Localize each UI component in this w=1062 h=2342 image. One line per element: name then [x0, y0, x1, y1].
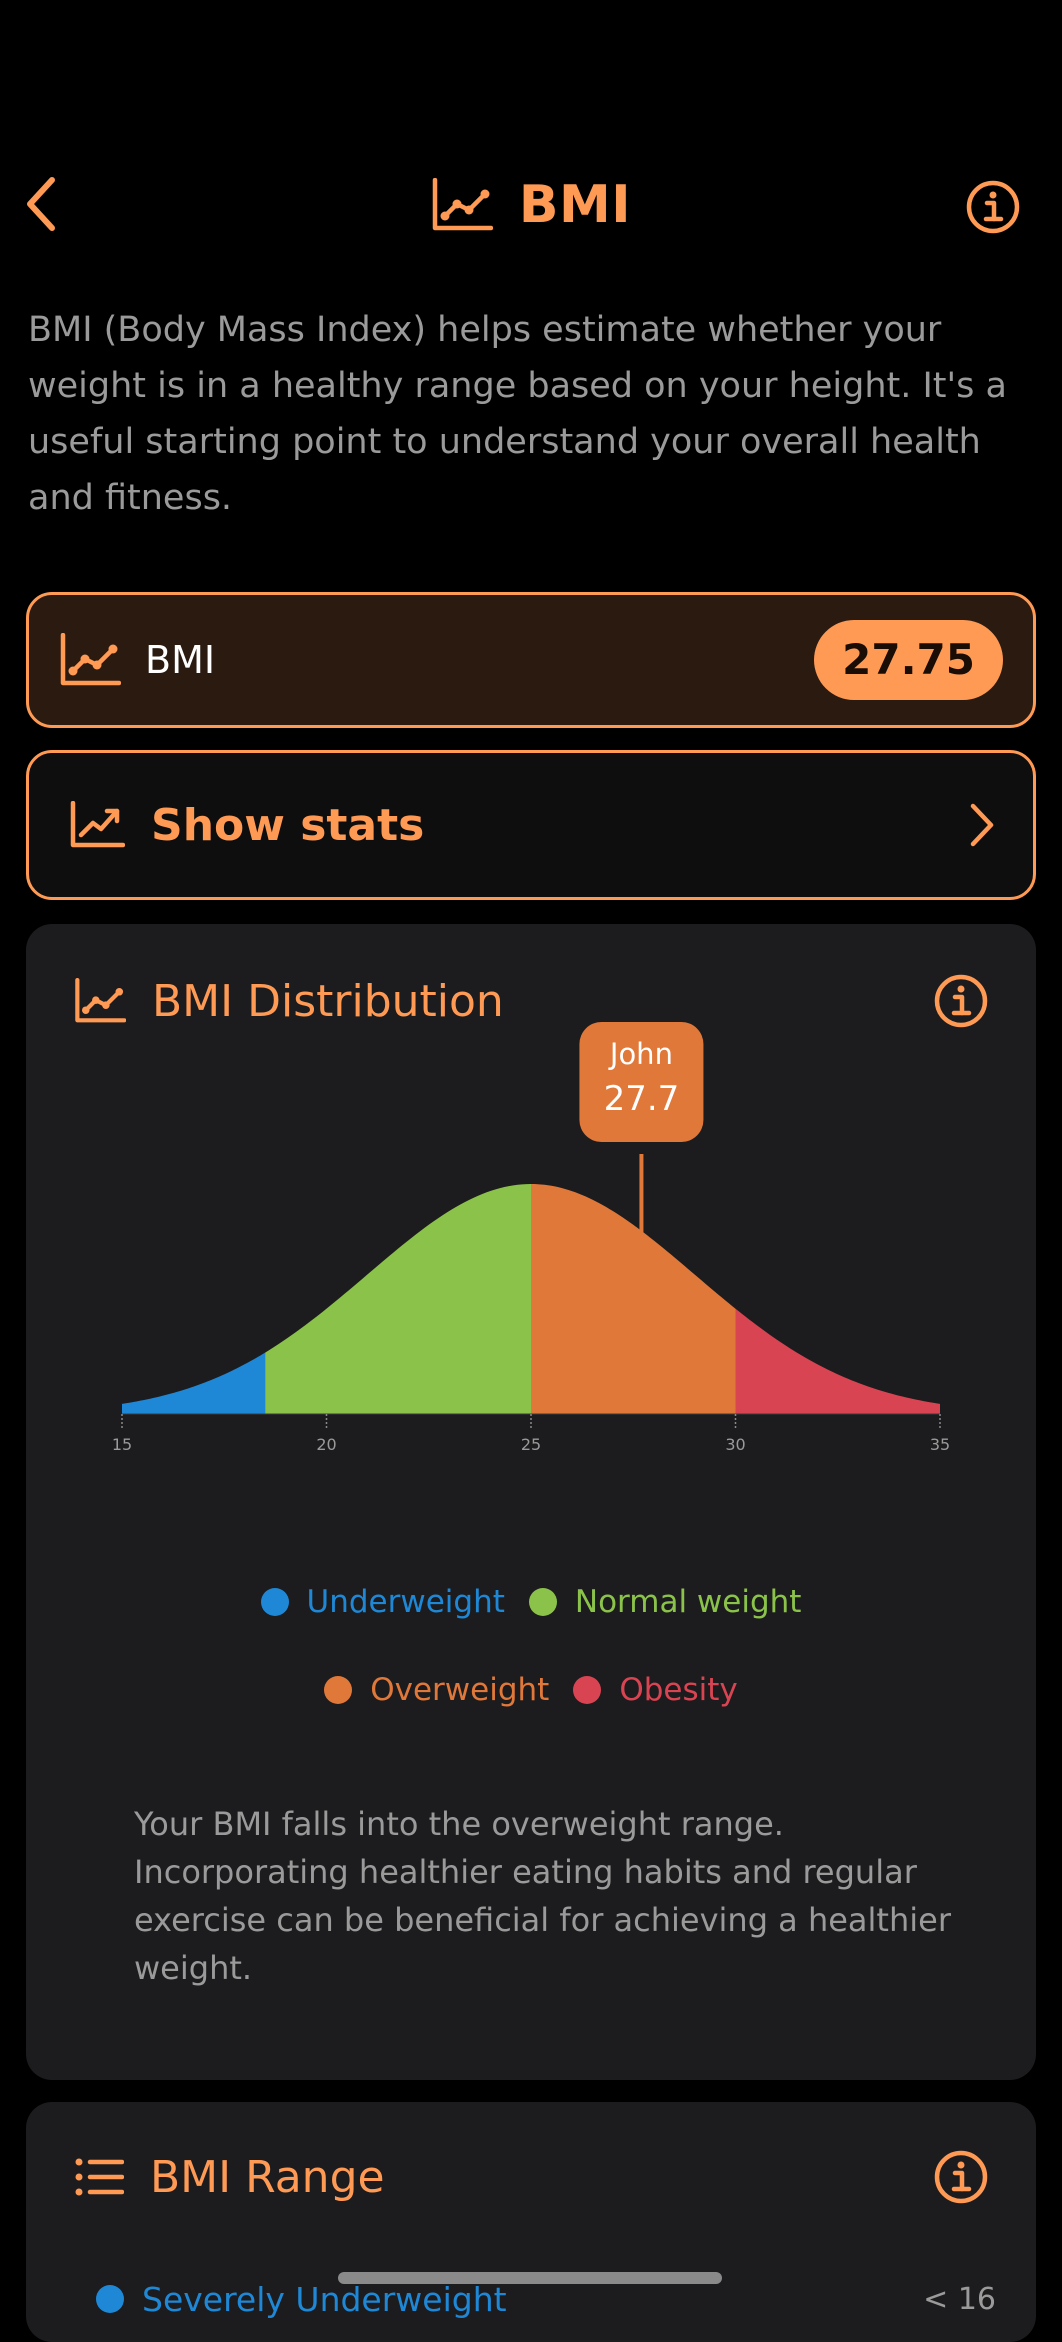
marker-name: John [608, 1037, 673, 1071]
info-button[interactable] [958, 172, 1028, 242]
home-indicator[interactable] [338, 2272, 722, 2284]
bmi-result-card: BMI 27.75 [26, 592, 1036, 728]
legend-label: Underweight [306, 1584, 505, 1620]
header: BMI [0, 165, 1062, 245]
legend-dot [528, 1588, 557, 1616]
info-icon [934, 974, 988, 1028]
bmi-range-panel: BMI Range Severely Underweight < 16 [26, 2102, 1036, 2342]
chevron-left-icon [27, 177, 55, 231]
range-header: BMI Range [74, 2142, 385, 2212]
bmi-value-badge: 27.75 [814, 620, 1003, 700]
line-chart-icon [60, 633, 121, 686]
range-label: Severely Underweight [142, 2279, 507, 2319]
x-tick-label: 20 [316, 1435, 336, 1454]
distribution-info-button[interactable] [926, 966, 996, 1036]
x-tick-label: 30 [725, 1435, 745, 1454]
bmi-advice-text: Your BMI falls into the overweight range… [134, 1805, 951, 1987]
bmi-distribution-chart: 15 20 25 30 35 John 27.7 [112, 1022, 950, 1454]
line-chart-icon [75, 978, 126, 1023]
marker-value: 27.7 [604, 1079, 680, 1119]
legend-label: Normal weight [574, 1584, 802, 1620]
info-icon [934, 2150, 988, 2204]
info-icon [966, 180, 1020, 234]
show-stats-button[interactable]: Show stats [26, 750, 1036, 900]
range-dot [96, 2285, 124, 2313]
chevron-right-icon [970, 803, 994, 847]
range-title: BMI Range [150, 2151, 385, 2203]
legend-dot [260, 1588, 289, 1616]
line-chart-icon [432, 178, 493, 231]
segment-overweight [531, 1184, 736, 1414]
distribution-header: BMI Distribution [74, 966, 504, 1036]
legend-item-normal-weight: Normal weight [528, 1584, 802, 1620]
segment-obesity [735, 1308, 940, 1414]
intro-text: BMI (Body Mass Index) helps estimate whe… [28, 310, 1007, 518]
show-stats-label: Show stats [151, 799, 425, 851]
legend-dot [324, 1676, 353, 1704]
trending-up-icon [70, 801, 125, 848]
legend-item-obesity: Obesity [573, 1672, 738, 1708]
segment-normal-weight [265, 1184, 531, 1414]
distribution-title: BMI Distribution [152, 975, 504, 1027]
list-icon [75, 2158, 124, 2196]
page-title: BMI [518, 175, 632, 235]
x-tick-label: 35 [930, 1435, 950, 1454]
legend-item-overweight: Overweight [324, 1672, 549, 1708]
legend-label: Overweight [370, 1672, 550, 1708]
legend-dot [573, 1676, 602, 1704]
segment-underweight [122, 1352, 266, 1414]
back-button[interactable] [14, 168, 70, 240]
legend-label: Obesity [619, 1672, 738, 1708]
bmi-distribution-panel: BMI Distribution 15 20 25 30 35 John 27.7 Unde… [26, 924, 1036, 2080]
x-tick-label: 25 [521, 1435, 541, 1454]
range-value: < 16 [923, 2281, 996, 2317]
bmi-label: BMI [145, 638, 216, 682]
legend-item-underweight: Underweight [260, 1584, 505, 1620]
marker-bubble [579, 1022, 704, 1142]
legend-row-2: Overweight Obesity [26, 1672, 1036, 1708]
range-info-button[interactable] [926, 2142, 996, 2212]
x-tick-label: 15 [112, 1435, 132, 1454]
legend-row-1: Underweight Normal weight [26, 1584, 1036, 1620]
